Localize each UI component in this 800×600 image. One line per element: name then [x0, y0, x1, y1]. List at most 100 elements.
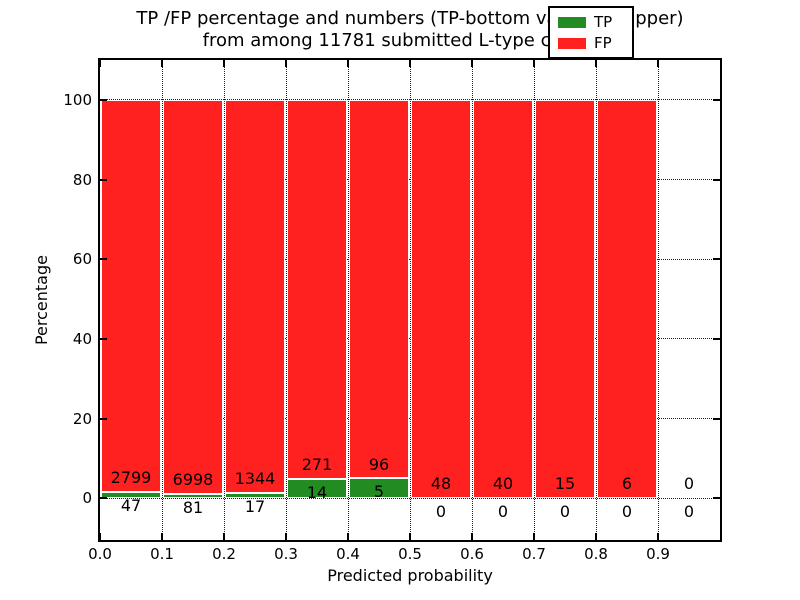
x-tick-mark-top — [471, 60, 473, 67]
fp-swatch-icon — [558, 38, 586, 49]
x-tick-mark-bottom — [657, 533, 659, 540]
fp-bar — [225, 99, 285, 494]
tp-count-label: 17 — [244, 497, 266, 517]
grid-line-vertical — [409, 60, 411, 540]
x-tick-mark-bottom — [223, 533, 225, 540]
x-tick-label: 0.6 — [460, 545, 484, 563]
x-tick-mark-bottom — [285, 533, 287, 540]
x-tick-label: 0.2 — [212, 545, 236, 563]
x-tick-mark-top — [223, 60, 225, 67]
legend: TP FP — [548, 6, 634, 59]
x-tick-label: 0.0 — [88, 545, 112, 563]
tp-count-label: 0 — [559, 502, 571, 522]
grid-line-vertical — [161, 60, 163, 540]
y-tick-mark-right — [713, 497, 720, 500]
tp-bar — [101, 491, 161, 499]
y-tick-mark-right — [713, 258, 720, 261]
tp-count-label: 14 — [306, 482, 328, 502]
fp-count-label: 271 — [301, 454, 333, 474]
legend-label-tp: TP — [594, 13, 613, 31]
y-tick-mark-left — [100, 337, 107, 340]
x-tick-label: 0.4 — [336, 545, 360, 563]
x-tick-mark-bottom — [533, 533, 535, 540]
y-tick-mark-left — [100, 258, 107, 261]
tp-count-label: 5 — [373, 482, 385, 502]
x-tick-label: 0.3 — [274, 545, 298, 563]
x-tick-mark-top — [347, 60, 349, 67]
y-tick-mark-right — [713, 178, 720, 181]
y-axis-label: Percentage — [32, 255, 51, 346]
legend-row-tp: TP — [558, 15, 624, 30]
x-tick-mark-bottom — [409, 533, 411, 540]
x-tick-label: 0.9 — [646, 545, 670, 563]
y-tick-label: 40 — [72, 329, 92, 348]
y-tick-label: 80 — [72, 170, 92, 189]
tp-count-label: 81 — [182, 497, 204, 517]
y-tick-label: 60 — [72, 250, 92, 269]
y-tick-mark-left — [100, 497, 107, 500]
chart-title-line2: from among 11781 submitted L-type contac… — [202, 30, 618, 51]
grid-line-vertical — [471, 60, 473, 540]
fp-count-label: 48 — [430, 474, 452, 494]
fp-count-label: 96 — [368, 454, 390, 474]
x-tick-mark-bottom — [347, 533, 349, 540]
y-tick-mark-left — [100, 178, 107, 181]
fp-bar — [101, 99, 161, 492]
x-tick-mark-bottom — [99, 533, 101, 540]
legend-row-fp: FP — [558, 36, 624, 51]
grid-line-vertical — [285, 60, 287, 540]
tp-count-label: 0 — [621, 502, 633, 522]
tp-count-label: 0 — [683, 502, 695, 522]
legend-label-fp: FP — [594, 34, 612, 52]
tp-bar — [287, 478, 347, 499]
x-tick-label: 0.8 — [584, 545, 608, 563]
x-tick-label: 0.7 — [522, 545, 546, 563]
grid-line-vertical — [657, 60, 659, 540]
tp-bar — [163, 493, 223, 499]
fp-count-label: 40 — [492, 474, 514, 494]
tp-count-label: 0 — [435, 502, 447, 522]
fp-count-label: 0 — [683, 474, 695, 494]
x-tick-mark-top — [285, 60, 287, 67]
fp-bar — [597, 99, 657, 499]
tp-swatch-icon — [558, 17, 586, 28]
tp-count-label: 47 — [120, 495, 142, 515]
x-tick-mark-bottom — [161, 533, 163, 540]
tp-bar — [225, 493, 285, 499]
fp-count-label: 2799 — [110, 467, 152, 487]
chart-title: TP /FP percentage and numbers (TP-bottom… — [100, 8, 720, 52]
fp-bar — [411, 99, 471, 499]
x-tick-mark-top — [409, 60, 411, 67]
y-tick-mark-right — [713, 417, 720, 420]
grid-line-vertical — [347, 60, 349, 540]
fp-count-label: 15 — [554, 474, 576, 494]
y-tick-label: 0 — [82, 489, 92, 508]
chart-title-line1: TP /FP percentage and numbers (TP-bottom… — [136, 8, 684, 29]
y-tick-mark-right — [713, 337, 720, 340]
fp-count-label: 6998 — [172, 469, 214, 489]
x-tick-mark-top — [99, 60, 101, 67]
y-tick-mark-left — [100, 417, 107, 420]
grid-line-vertical — [533, 60, 535, 540]
x-tick-label: 0.1 — [150, 545, 174, 563]
x-tick-mark-top — [161, 60, 163, 67]
x-tick-mark-bottom — [595, 533, 597, 540]
y-tick-mark-left — [100, 98, 107, 101]
x-tick-mark-top — [533, 60, 535, 67]
x-tick-mark-bottom — [471, 533, 473, 540]
fp-bar — [163, 99, 223, 494]
fp-bar — [287, 99, 347, 479]
fp-count-label: 6 — [621, 474, 633, 494]
x-tick-mark-top — [657, 60, 659, 67]
x-axis-label: Predicted probability — [327, 566, 493, 585]
y-tick-mark-right — [713, 98, 720, 101]
fp-bar — [349, 99, 409, 479]
tp-bar — [349, 478, 409, 499]
y-tick-label: 100 — [63, 90, 92, 109]
plot-area: 2799 47 6998 81 1344 17 271 14 96 5 48 0 40 0 15 0 6 0 0 0 — [99, 60, 720, 540]
grid-line-vertical — [595, 60, 597, 540]
grid-line-vertical — [223, 60, 225, 540]
x-tick-mark-top — [595, 60, 597, 67]
fp-bar — [473, 99, 533, 499]
